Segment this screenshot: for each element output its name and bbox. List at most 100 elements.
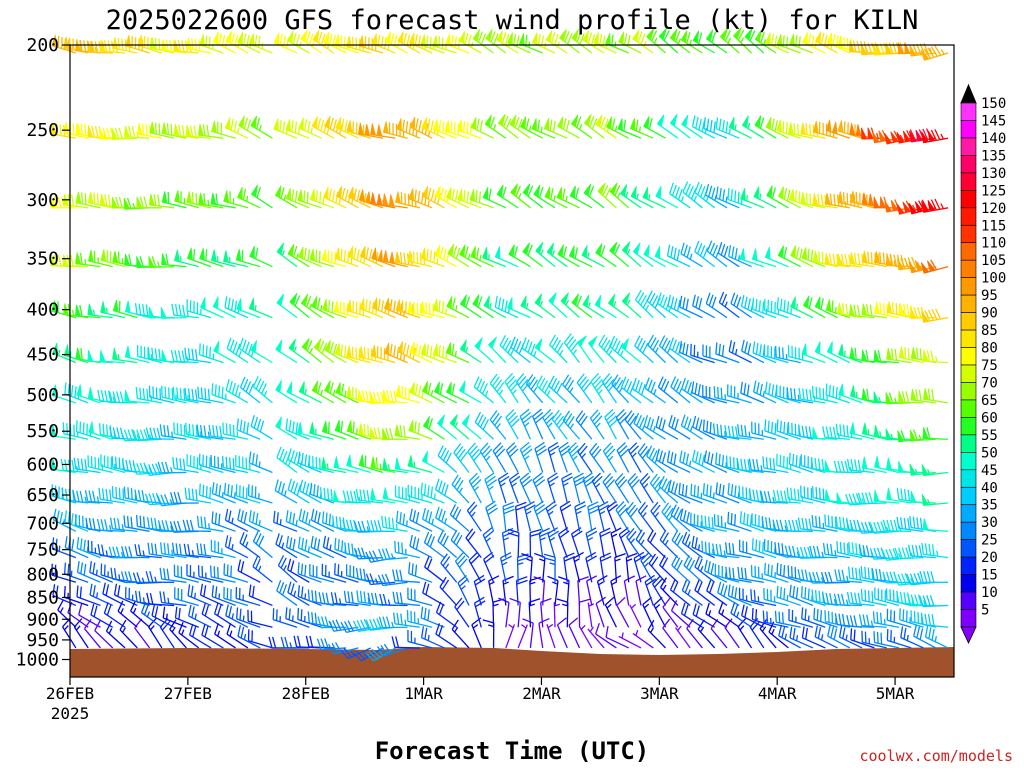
barb-flag-half: [797, 635, 798, 641]
barb-flag-full: [196, 489, 197, 500]
barb-flag-half: [626, 192, 628, 197]
barb-flag-full: [429, 512, 432, 523]
barb-flag-full: [687, 246, 690, 257]
barb-flag-full: [722, 294, 726, 305]
wind-barb: [533, 409, 545, 439]
barb-flag-full: [675, 419, 678, 430]
barb-flag-full: [128, 487, 129, 498]
barb-flag-full: [171, 124, 172, 135]
barb-flag-full: [125, 546, 128, 557]
barb-flag-full: [526, 118, 528, 129]
wind-barb: [323, 299, 347, 318]
barb-flag-half: [632, 453, 636, 457]
barb-shaft: [672, 611, 691, 628]
barb-flag-full: [528, 342, 532, 353]
barb-flag-full: [793, 628, 795, 639]
barb-pennant: [162, 191, 167, 203]
barb-flag-half: [94, 310, 95, 316]
wind-barb: [76, 253, 101, 267]
barb-flag-full: [167, 569, 169, 580]
wind-barb: [611, 528, 621, 558]
barb-pennant: [521, 117, 526, 129]
barb-flag-full: [282, 483, 285, 494]
wind-barb: [509, 473, 520, 503]
wind-barb: [490, 411, 506, 440]
wind-barb: [485, 473, 497, 503]
wind-barb: [619, 528, 629, 558]
wind-barb: [516, 373, 530, 402]
wind-barb: [506, 443, 518, 473]
barb-flag-full: [569, 618, 578, 625]
wind-barb: [505, 373, 518, 403]
barb-flag-half: [600, 511, 605, 514]
barb-shaft: [548, 448, 555, 472]
barb-pennant: [348, 187, 353, 199]
barb-flag-full: [783, 348, 784, 359]
barb-flag-full: [409, 562, 410, 573]
barb-shaft: [474, 603, 481, 627]
barb-flag-half: [290, 642, 292, 647]
barb-flag-full: [696, 605, 699, 616]
barb-flag-full: [165, 462, 168, 473]
barb-flag-full: [210, 487, 211, 498]
barb-pennant: [347, 120, 352, 132]
barb-flag-full: [237, 607, 238, 618]
barb-flag-full: [719, 119, 720, 130]
barb-flag-half: [339, 199, 340, 205]
barb-flag-full: [123, 489, 124, 500]
wind-barb: [410, 509, 432, 532]
barb-flag-full: [495, 296, 497, 307]
barb-flag-full: [706, 603, 709, 614]
barb-flag-full: [596, 623, 600, 634]
barb-flag-full: [728, 585, 729, 596]
barb-flag-half: [566, 300, 569, 305]
barb-flag-full: [796, 455, 797, 466]
barb-flag-full: [65, 563, 66, 574]
barb-flag-full: [187, 520, 190, 531]
barb-flag-full: [119, 197, 122, 208]
barb-flag-half: [607, 604, 611, 608]
barb-flag-full: [193, 626, 196, 637]
wind-barb: [318, 617, 346, 628]
barb-flag-full: [74, 458, 75, 469]
barb-shaft: [149, 627, 162, 648]
barb-flag-full: [152, 605, 154, 616]
barb-flag-full: [117, 427, 120, 438]
barb-flag-half: [548, 423, 552, 427]
barb-flag-full: [434, 251, 435, 262]
barb-pennant: [325, 116, 331, 128]
wind-barb: [249, 33, 272, 53]
barb-flag-full: [256, 248, 258, 259]
barb-flag-full: [60, 512, 62, 523]
barb-flag-full: [694, 485, 695, 496]
barb-pennant: [729, 117, 734, 129]
barb-flag-full: [687, 512, 689, 523]
barb-flag-full: [504, 509, 515, 513]
barb-flag-full: [212, 511, 213, 522]
barb-flag-full: [431, 121, 433, 132]
barb-flag-full: [719, 292, 723, 303]
barb-flag-full: [303, 482, 306, 493]
barb-shaft: [765, 431, 789, 439]
barb-shaft: [557, 625, 567, 648]
barb-shaft: [574, 558, 580, 582]
barb-flag-full: [329, 514, 330, 525]
barb-flag-full: [82, 192, 83, 203]
barb-flag-half: [627, 559, 632, 561]
barb-flag-full: [772, 565, 773, 576]
barb-flag-full: [745, 297, 747, 308]
barb-flag-full: [598, 576, 608, 582]
barb-shaft: [212, 494, 235, 504]
barb-flag-full: [431, 487, 432, 498]
barb-flag-full: [237, 418, 238, 429]
barb-pennant: [199, 193, 204, 205]
barb-flag-full: [305, 539, 306, 550]
wind-barb: [575, 502, 586, 532]
barb-flag-half: [596, 483, 600, 487]
wind-barb: [336, 382, 359, 402]
barb-flag-full: [554, 121, 556, 132]
barb-pennant: [322, 421, 327, 433]
barb-flag-half: [310, 348, 312, 353]
barb-flag-half: [474, 487, 478, 491]
barb-flag-full: [731, 602, 735, 613]
